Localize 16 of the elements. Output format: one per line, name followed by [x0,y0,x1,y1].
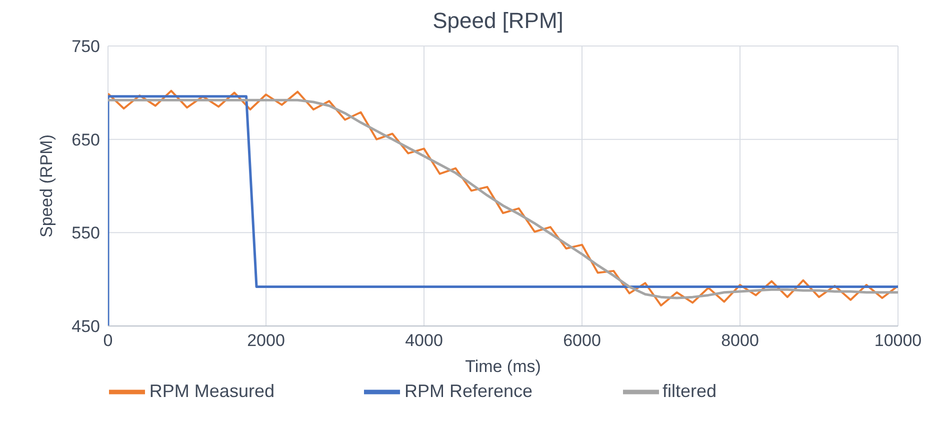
y-axis-title: Speed (RPM) [37,134,56,238]
chart-title: Speed [RPM] [432,8,564,35]
x-tick-label: 0 [103,331,113,350]
y-tick-label: 450 [72,317,100,336]
x-axis-title: Time (ms) [465,357,541,376]
y-tick-label: 550 [72,224,100,243]
legend-label: RPM Measured [149,380,274,401]
x-tick-label: 2000 [247,331,285,350]
legend-label: filtered [662,380,717,401]
x-tick-label: 10000 [874,331,922,350]
x-tick-label: 6000 [563,331,601,350]
x-tick-label: 8000 [721,331,759,350]
y-tick-label: 650 [72,130,100,150]
x-tick-label: 4000 [405,331,443,350]
legend-label: RPM Reference [404,380,533,401]
y-tick-label: 750 [72,37,100,56]
